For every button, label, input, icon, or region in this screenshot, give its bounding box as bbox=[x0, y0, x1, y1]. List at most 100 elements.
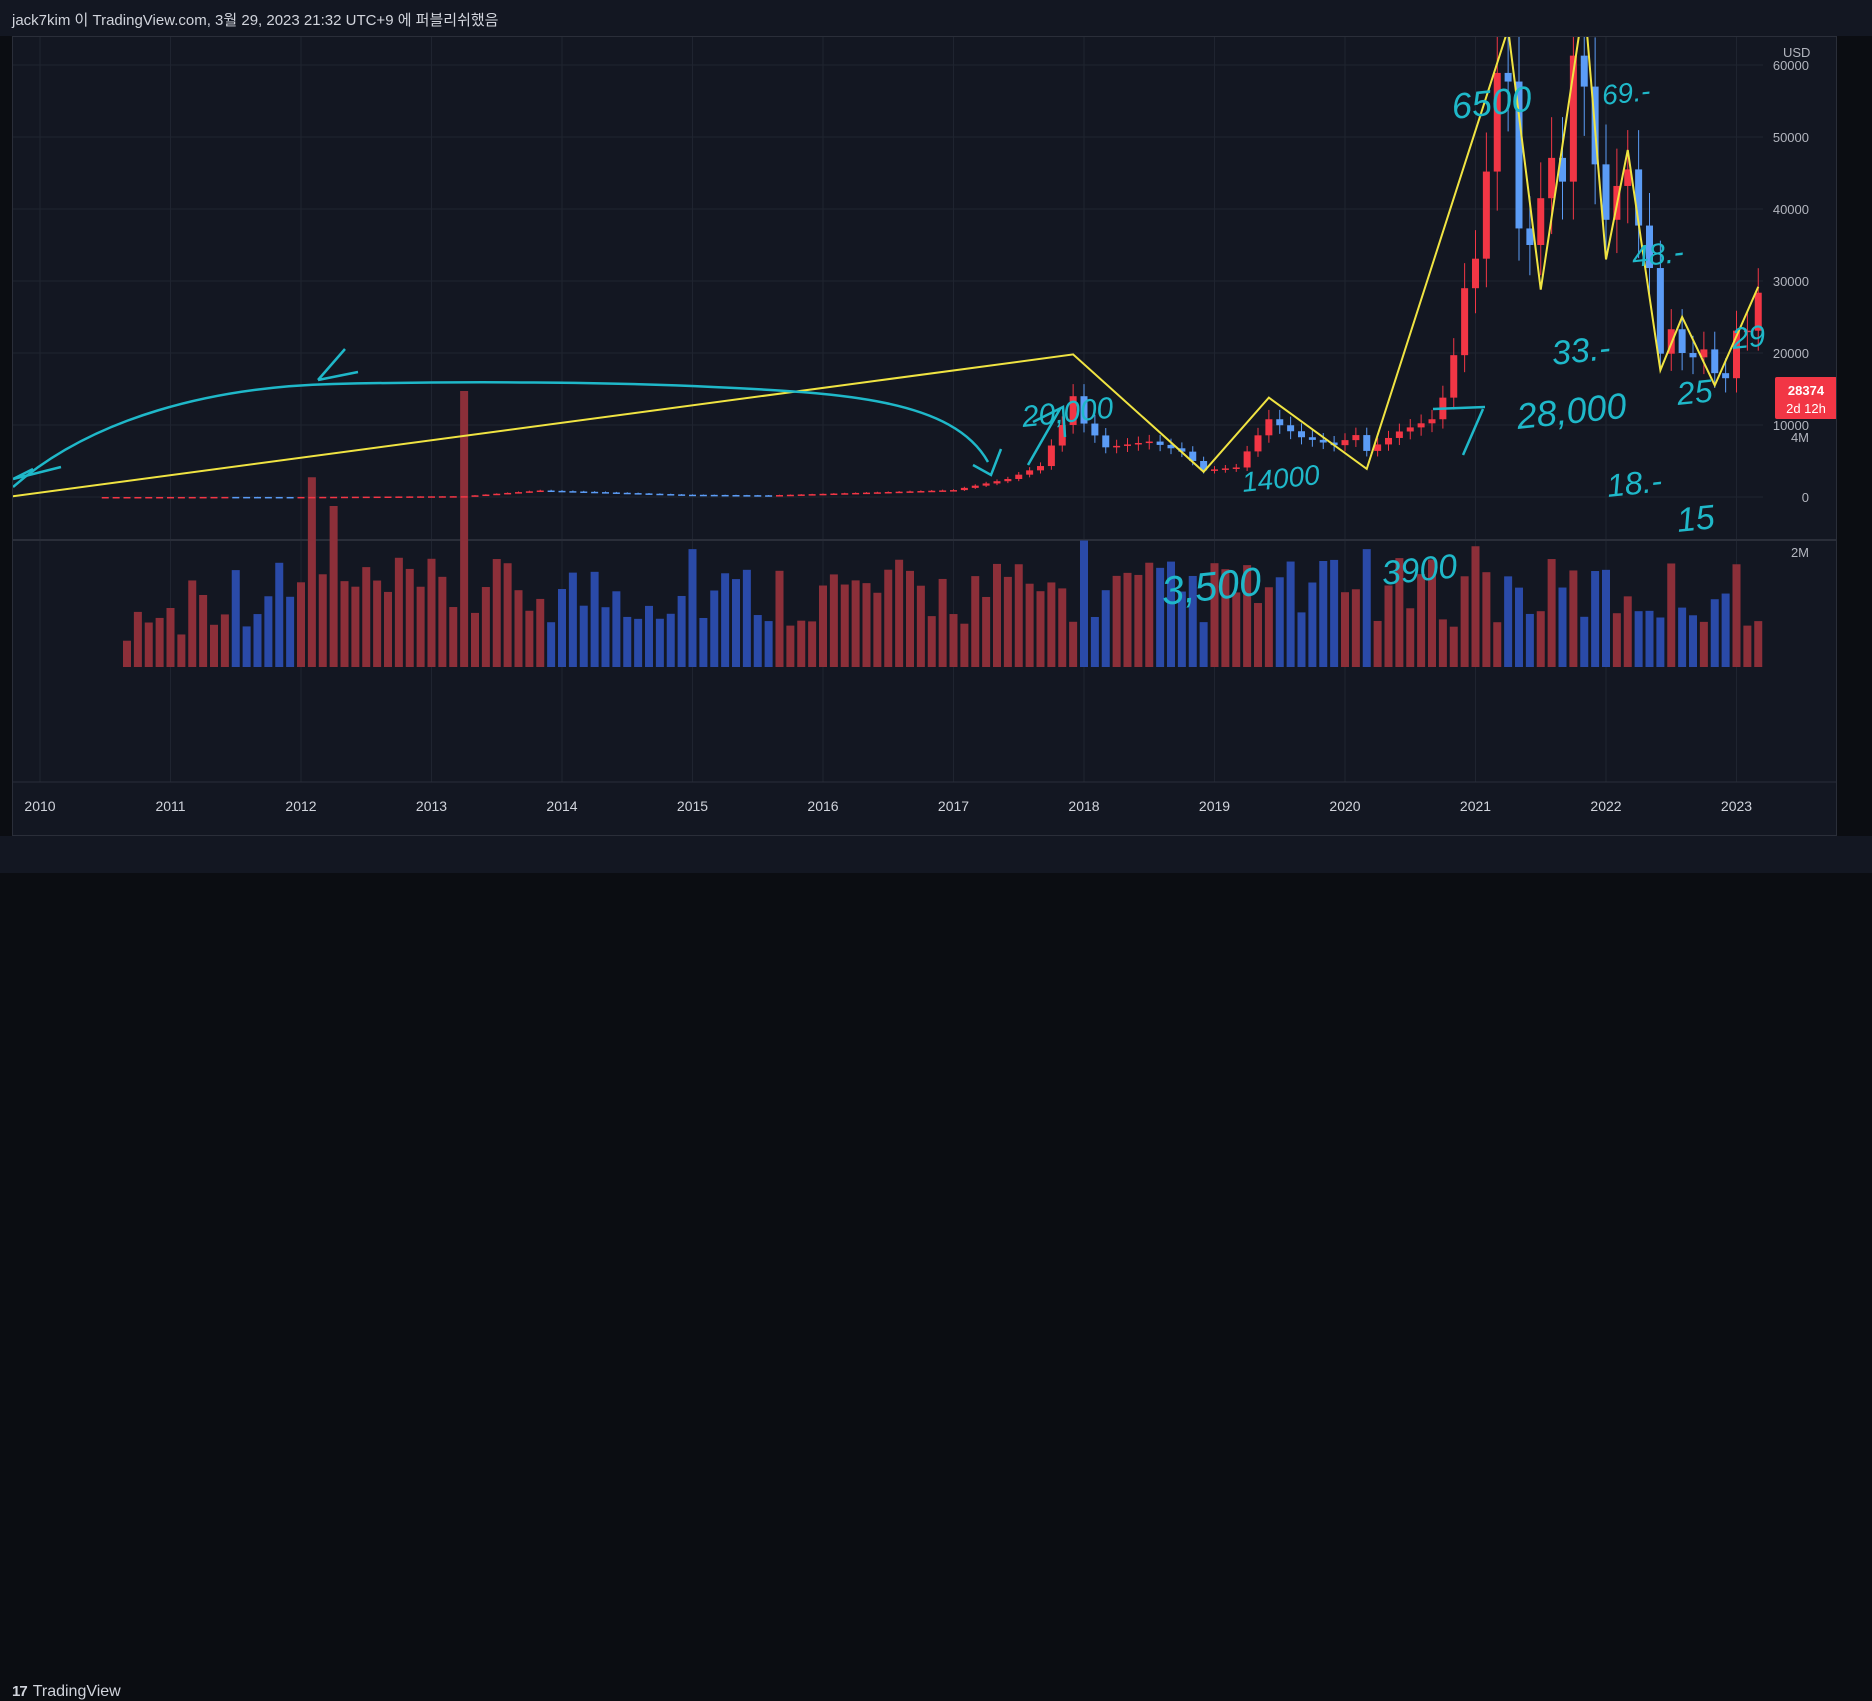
candle-body bbox=[1482, 171, 1490, 259]
candle-body bbox=[504, 492, 512, 495]
candle-body bbox=[950, 490, 957, 492]
tradingview-brand[interactable]: 17 TradingView bbox=[12, 1683, 121, 1701]
candle-body bbox=[1287, 425, 1295, 432]
candle-body bbox=[1548, 157, 1556, 199]
candle-body bbox=[1352, 435, 1360, 441]
volume-bar bbox=[873, 592, 882, 667]
volume-bar bbox=[1460, 576, 1469, 667]
time-tick-label: 2019 bbox=[1199, 798, 1230, 814]
volume-bar bbox=[297, 582, 305, 667]
volume-bar bbox=[993, 563, 1001, 667]
time-tick-label: 2016 bbox=[807, 798, 838, 814]
volume-bar bbox=[949, 614, 958, 667]
brand-label: TradingView bbox=[32, 1683, 121, 1700]
candle-body bbox=[1395, 431, 1403, 438]
volume-bar bbox=[829, 574, 838, 667]
candle-body bbox=[776, 495, 783, 497]
candle-body bbox=[960, 487, 968, 491]
volume-bar bbox=[340, 581, 349, 667]
candle-body bbox=[569, 491, 577, 493]
volume-bar bbox=[1297, 612, 1306, 667]
candle-body bbox=[1265, 419, 1273, 436]
volume-bar bbox=[1689, 615, 1697, 667]
candle-body bbox=[1537, 198, 1545, 245]
candle-body bbox=[1569, 55, 1577, 182]
volume-bar bbox=[1536, 611, 1545, 667]
volume-bar bbox=[1471, 546, 1480, 667]
volume-bar bbox=[1025, 583, 1034, 667]
volume-bar bbox=[242, 626, 251, 667]
volume-bar bbox=[1525, 613, 1534, 667]
candle-body bbox=[710, 494, 718, 497]
candle-body bbox=[254, 496, 261, 499]
time-tick-label: 2010 bbox=[24, 798, 55, 814]
volume-bar bbox=[1264, 587, 1273, 667]
volume-bar bbox=[449, 607, 458, 667]
candle-body bbox=[156, 496, 164, 499]
volume-bar bbox=[286, 596, 295, 667]
price-tick-label: 0 bbox=[1802, 490, 1809, 505]
volume-bar bbox=[133, 611, 142, 667]
price-tick-label: 50000 bbox=[1773, 130, 1809, 145]
handwritten-label: 15 bbox=[1675, 498, 1717, 540]
candle-body bbox=[167, 496, 174, 499]
volume-bar bbox=[1395, 558, 1404, 667]
volume-bar bbox=[460, 391, 469, 667]
volume-bar bbox=[384, 591, 392, 667]
candle-body bbox=[101, 496, 109, 499]
arrow-up bbox=[1432, 405, 1486, 456]
volume-bar bbox=[1580, 616, 1589, 667]
candle-body bbox=[1243, 451, 1251, 468]
volume-bar bbox=[1123, 572, 1132, 667]
volume-bar bbox=[427, 558, 436, 667]
candle-body bbox=[689, 494, 696, 497]
candle-body bbox=[264, 496, 272, 499]
candle-body bbox=[873, 492, 881, 494]
volume-bar bbox=[329, 506, 338, 667]
candle-body bbox=[797, 494, 805, 496]
caret-mark bbox=[317, 348, 359, 382]
volume-bar bbox=[1428, 559, 1436, 667]
volume-bar bbox=[264, 596, 273, 667]
volume-bar bbox=[1482, 572, 1491, 667]
time-tick-label: 2022 bbox=[1590, 798, 1621, 814]
volume-bar bbox=[688, 549, 697, 667]
candle-body bbox=[1341, 440, 1349, 446]
candle-body bbox=[602, 492, 609, 494]
volume-bar bbox=[1373, 620, 1382, 667]
volume-bars bbox=[123, 391, 1763, 667]
candle-body bbox=[406, 496, 414, 498]
handwritten-label: 3900 bbox=[1380, 547, 1459, 593]
candle-body bbox=[1102, 435, 1110, 448]
candle-body bbox=[1428, 419, 1436, 424]
candle-body bbox=[449, 496, 457, 498]
price-chart[interactable]: 20,000 3,500 14000 3900 6500 69.- 48.- 33.- 28,0… bbox=[13, 37, 1836, 835]
candle-body bbox=[482, 494, 490, 497]
candle-body bbox=[558, 490, 566, 493]
chart-panel[interactable]: 20,000 3,500 14000 3900 6500 69.- 48.- 33.- 28,0… bbox=[12, 36, 1837, 836]
candle-body bbox=[199, 496, 207, 499]
volume-bar bbox=[710, 590, 719, 667]
candle-body bbox=[1646, 225, 1653, 269]
candle-body bbox=[634, 493, 642, 495]
handwritten-annotations: 20,000 3,500 14000 3900 6500 69.- 48.- 33.- 28,0… bbox=[13, 75, 1767, 614]
candle-body bbox=[1743, 330, 1751, 333]
handwritten-label: 69.- bbox=[1600, 75, 1651, 111]
candle-body bbox=[134, 496, 142, 499]
volume-bar bbox=[525, 610, 534, 667]
candle-body bbox=[612, 492, 620, 494]
candle-body bbox=[221, 496, 229, 499]
volume-bar bbox=[1351, 589, 1360, 667]
candle-body bbox=[1134, 443, 1142, 445]
volume-bar bbox=[742, 569, 751, 667]
candle-body bbox=[1406, 427, 1414, 432]
candle-body bbox=[1145, 441, 1153, 444]
candle-body bbox=[971, 485, 979, 488]
volume-bar bbox=[1286, 561, 1295, 667]
candle-body bbox=[493, 493, 501, 496]
cyan-arc bbox=[13, 381, 990, 488]
candle-body bbox=[460, 496, 468, 498]
candle-body bbox=[1733, 330, 1740, 379]
candle-body bbox=[536, 490, 544, 493]
volume-bar bbox=[1721, 593, 1730, 667]
